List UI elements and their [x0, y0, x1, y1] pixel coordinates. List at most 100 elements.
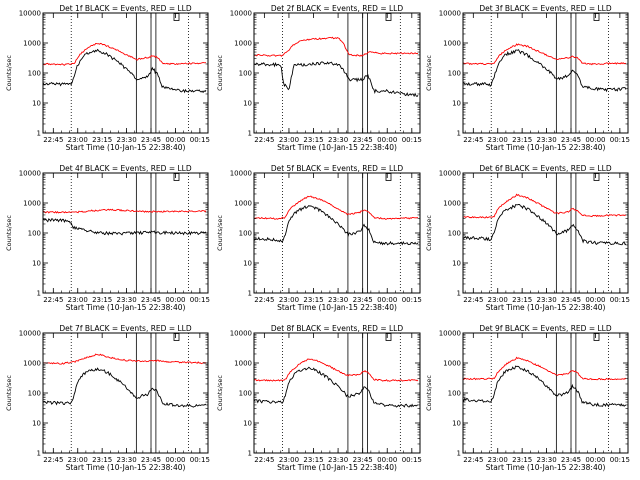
x-axis-label: Start Time (10-Jan-15 22:38:40): [277, 463, 397, 472]
x-tick-label: 23:30: [536, 456, 556, 464]
x-tick-label: 00:15: [402, 136, 422, 144]
legend-box: [593, 333, 600, 341]
x-tick-label: 23:30: [328, 456, 348, 464]
y-axis-label: Counts/sec: [425, 215, 433, 251]
events-series-line: [463, 203, 627, 246]
x-tick-label: 23:15: [512, 456, 532, 464]
plot-frame: [42, 12, 209, 134]
y-tick-label: 10000: [439, 10, 461, 18]
x-tick-label: 23:45: [561, 136, 581, 144]
y-tick-label: 10: [243, 100, 252, 108]
x-tick-label: 22:45: [43, 136, 63, 144]
y-axis-label: Counts/sec: [216, 55, 224, 91]
x-tick-label: 23:30: [328, 296, 348, 304]
y-tick-label: 1: [248, 130, 252, 138]
x-tick-label: 23:30: [328, 136, 348, 144]
y-tick-label: 1000: [234, 200, 252, 208]
x-tick-label: 22:45: [43, 296, 63, 304]
x-tick-label: 23:15: [303, 456, 323, 464]
y-tick-label: 1: [37, 450, 41, 458]
y-axis-label: Counts/sec: [425, 55, 433, 91]
x-tick-label: 00:00: [165, 456, 185, 464]
x-tick-label: 22:45: [43, 456, 63, 464]
x-tick-label: 23:15: [303, 136, 323, 144]
y-tick-label: 1000: [443, 360, 461, 368]
y-axis-label: Counts/sec: [425, 375, 433, 411]
panel-det-6: 1 10 100 1000 10000 22:45 23:00 23:15 23:30 23:45…: [425, 164, 630, 312]
legend-box: [173, 173, 180, 181]
legend-box: [173, 13, 180, 21]
x-tick-label: 22:45: [463, 136, 483, 144]
x-tick-label: 23:00: [279, 296, 299, 304]
x-tick-label: 00:00: [585, 136, 605, 144]
lld-series-line: [254, 358, 419, 382]
y-tick-label: 1000: [234, 40, 252, 48]
y-tick-label: 1: [37, 130, 41, 138]
x-tick-label: 23:45: [353, 296, 373, 304]
events-series-line: [43, 218, 207, 236]
y-axis-label: Counts/sec: [5, 215, 13, 251]
y-tick-label: 1: [457, 450, 461, 458]
x-axis-label: Start Time (10-Jan-15 22:38:40): [486, 143, 606, 152]
panel-det-9: 1 10 100 1000 10000 22:45 23:00 23:15 23:30 23:45…: [425, 324, 630, 472]
x-tick-label: 00:15: [402, 296, 422, 304]
plot-frame: [253, 332, 421, 454]
panel-title: Det 3f BLACK = Events, RED = LLD: [479, 4, 612, 13]
x-tick-label: 00:00: [585, 456, 605, 464]
panel-det-2: 1 10 100 1000 10000 22:45 23:00 23:15 23:30 23:45…: [216, 4, 422, 152]
x-tick-label: 23:45: [561, 296, 581, 304]
x-tick-label: 23:15: [92, 296, 112, 304]
panel-det-5: 1 10 100 1000 10000 22:45 23:00 23:15 23:30 23:45…: [216, 164, 422, 312]
x-tick-label: 00:15: [610, 136, 630, 144]
panel-det-4: 1 10 100 1000 10000 22:45 23:00 23:15 23:30 23:45…: [5, 164, 210, 312]
x-tick-label: 00:15: [190, 456, 210, 464]
x-tick-label: 00:00: [377, 136, 397, 144]
x-tick-label: 00:15: [190, 296, 210, 304]
x-tick-label: 22:45: [463, 456, 483, 464]
x-axis-label: Start Time (10-Jan-15 22:38:40): [277, 143, 397, 152]
x-tick-label: 23:30: [116, 136, 136, 144]
y-tick-label: 10000: [230, 170, 252, 178]
plot-frame: [253, 172, 421, 294]
y-tick-label: 1000: [443, 40, 461, 48]
y-tick-label: 100: [28, 390, 41, 398]
y-tick-label: 10000: [19, 170, 41, 178]
lld-series-line: [43, 42, 206, 66]
panel-title: Det 7f BLACK = Events, RED = LLD: [59, 324, 192, 333]
panel-title: Det 1f BLACK = Events, RED = LLD: [59, 4, 192, 13]
legend-box: [385, 333, 392, 341]
events-series-line: [463, 365, 626, 408]
plot-frame: [253, 12, 421, 134]
x-tick-label: 23:45: [353, 456, 373, 464]
y-tick-label: 10000: [19, 330, 41, 338]
x-tick-label: 22:45: [254, 296, 274, 304]
x-tick-label: 23:00: [488, 456, 508, 464]
events-series-line: [463, 49, 627, 93]
x-tick-label: 23:15: [92, 456, 112, 464]
x-tick-label: 23:00: [488, 296, 508, 304]
events-series-line: [254, 205, 419, 246]
x-tick-label: 23:30: [536, 296, 556, 304]
y-tick-label: 10000: [439, 170, 461, 178]
x-tick-label: 23:00: [68, 136, 88, 144]
legend-box: [385, 13, 392, 21]
y-tick-label: 100: [239, 390, 252, 398]
y-tick-label: 1000: [23, 40, 41, 48]
x-tick-label: 23:45: [141, 136, 161, 144]
events-series-line: [254, 366, 419, 408]
y-tick-label: 10000: [230, 10, 252, 18]
y-tick-label: 10000: [19, 10, 41, 18]
panel-title: Det 4f BLACK = Events, RED = LLD: [59, 164, 192, 173]
legend-box: [385, 173, 392, 181]
y-tick-label: 10: [452, 260, 461, 268]
y-tick-label: 10: [243, 420, 252, 428]
y-tick-label: 10: [452, 420, 461, 428]
x-axis-label: Start Time (10-Jan-15 22:38:40): [66, 143, 186, 152]
x-tick-label: 23:30: [536, 136, 556, 144]
y-tick-label: 100: [448, 390, 461, 398]
y-tick-label: 1000: [23, 360, 41, 368]
x-tick-label: 00:15: [610, 456, 630, 464]
panel-det-3: 1 10 100 1000 10000 22:45 23:00 23:15 23:30 23:45…: [425, 4, 630, 152]
y-tick-label: 10: [32, 260, 41, 268]
y-axis-label: Counts/sec: [216, 375, 224, 411]
